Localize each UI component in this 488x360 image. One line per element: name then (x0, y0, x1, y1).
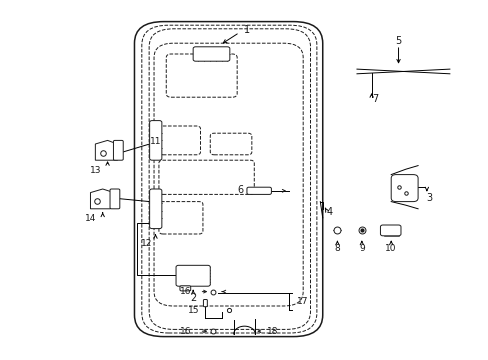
Text: 9: 9 (358, 244, 364, 253)
Text: 12: 12 (141, 238, 152, 248)
Text: 18: 18 (266, 327, 278, 336)
Text: 16: 16 (180, 287, 191, 296)
FancyBboxPatch shape (210, 133, 251, 155)
Text: 4: 4 (326, 207, 332, 217)
FancyBboxPatch shape (113, 140, 123, 160)
Text: 16: 16 (180, 327, 191, 336)
Text: 11: 11 (149, 137, 161, 146)
FancyBboxPatch shape (246, 187, 271, 194)
FancyBboxPatch shape (149, 189, 162, 229)
FancyBboxPatch shape (110, 189, 120, 209)
FancyBboxPatch shape (166, 54, 237, 97)
Polygon shape (90, 189, 117, 209)
Text: 5: 5 (395, 36, 401, 46)
Text: 3: 3 (426, 193, 431, 203)
FancyBboxPatch shape (159, 126, 200, 155)
Text: 10: 10 (385, 244, 396, 253)
Text: 8: 8 (334, 244, 340, 253)
Text: 7: 7 (372, 94, 378, 104)
FancyBboxPatch shape (390, 175, 417, 202)
Text: 2: 2 (190, 293, 196, 303)
FancyBboxPatch shape (180, 286, 190, 291)
Text: 6: 6 (236, 185, 243, 195)
FancyBboxPatch shape (176, 265, 210, 286)
FancyBboxPatch shape (193, 47, 229, 61)
Text: 15: 15 (187, 306, 199, 315)
FancyBboxPatch shape (203, 300, 207, 307)
FancyBboxPatch shape (380, 225, 400, 236)
Text: 13: 13 (89, 166, 101, 175)
Text: 17: 17 (297, 297, 308, 306)
FancyBboxPatch shape (134, 22, 322, 337)
Text: 14: 14 (84, 214, 96, 223)
FancyBboxPatch shape (159, 160, 254, 194)
FancyBboxPatch shape (149, 121, 162, 160)
Text: 1: 1 (244, 24, 249, 35)
FancyBboxPatch shape (159, 202, 203, 234)
Polygon shape (95, 140, 122, 160)
